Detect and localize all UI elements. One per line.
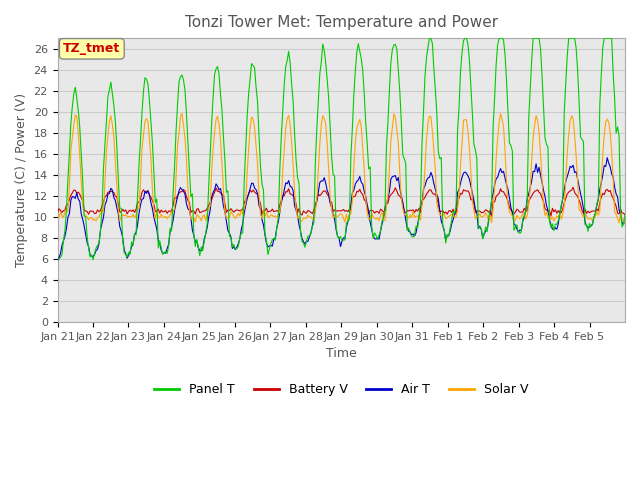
Legend: Panel T, Battery V, Air T, Solar V: Panel T, Battery V, Air T, Solar V: [149, 378, 533, 401]
X-axis label: Time: Time: [326, 347, 356, 360]
Y-axis label: Temperature (C) / Power (V): Temperature (C) / Power (V): [15, 93, 28, 267]
Title: Tonzi Tower Met: Temperature and Power: Tonzi Tower Met: Temperature and Power: [185, 15, 498, 30]
Text: TZ_tmet: TZ_tmet: [63, 42, 120, 55]
